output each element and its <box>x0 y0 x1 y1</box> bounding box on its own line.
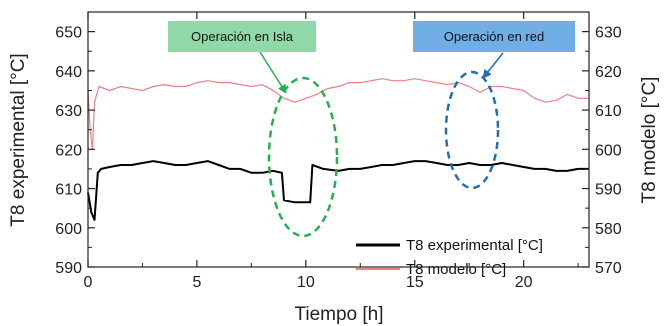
red-arrow <box>482 52 504 79</box>
y-axis-right-label: T8 modelo [°C] <box>639 77 660 204</box>
legend-label-modelo: T8 modelo [°C] <box>406 261 506 278</box>
plot-frame <box>87 11 590 268</box>
y-left-tick-label: 610 <box>55 182 82 199</box>
legend: T8 experimental [°C] T8 modelo [°C] <box>356 237 543 278</box>
y-axis-left-label: T8 experimental [°C] <box>8 53 29 226</box>
y-right-tick-label: 580 <box>595 221 622 238</box>
series-line-experimental <box>87 160 589 221</box>
y-left-tick-label: 600 <box>55 221 82 238</box>
y-right-tick-label: 570 <box>595 260 622 277</box>
y-left-tick-label: 590 <box>55 260 82 277</box>
annotation-red: Operación en red <box>413 21 575 190</box>
red-label: Operación en red <box>444 29 544 44</box>
y-right-tick-label: 590 <box>595 182 622 199</box>
y-right-tick-label: 610 <box>595 103 622 120</box>
red-ellipse <box>444 70 500 190</box>
isla-label: Operación en Isla <box>191 29 294 44</box>
x-tick-label: 10 <box>297 274 315 291</box>
y-left-tick-label: 650 <box>55 25 82 42</box>
x-tick-label: 0 <box>84 274 93 291</box>
x-tick-label: 5 <box>192 274 201 291</box>
y-left-tick-label: 630 <box>55 103 82 120</box>
isla-arrow <box>259 51 287 94</box>
y-right-tick-label: 600 <box>595 142 622 159</box>
isla-ellipse <box>267 76 339 238</box>
red-label-box <box>413 21 575 52</box>
y-right-tick-label: 630 <box>595 25 622 42</box>
y-right-tick-label: 620 <box>595 64 622 81</box>
legend-label-experimental: T8 experimental [°C] <box>406 237 543 254</box>
x-axis-label: Tiempo [h] <box>294 304 383 325</box>
series-layer <box>87 78 589 221</box>
isla-label-box <box>168 21 316 52</box>
axes-layer: 0 5 10 15 20 590 600 610 620 630 640 650 570 580 590 60… <box>55 12 622 291</box>
x-tick-label: 15 <box>406 274 424 291</box>
series-line-modelo <box>87 78 589 150</box>
x-tick-label: 20 <box>515 274 533 291</box>
annotation-isla: Operación en Isla <box>168 21 339 238</box>
y-left-tick-label: 620 <box>55 142 82 159</box>
y-left-tick-label: 640 <box>55 64 82 81</box>
